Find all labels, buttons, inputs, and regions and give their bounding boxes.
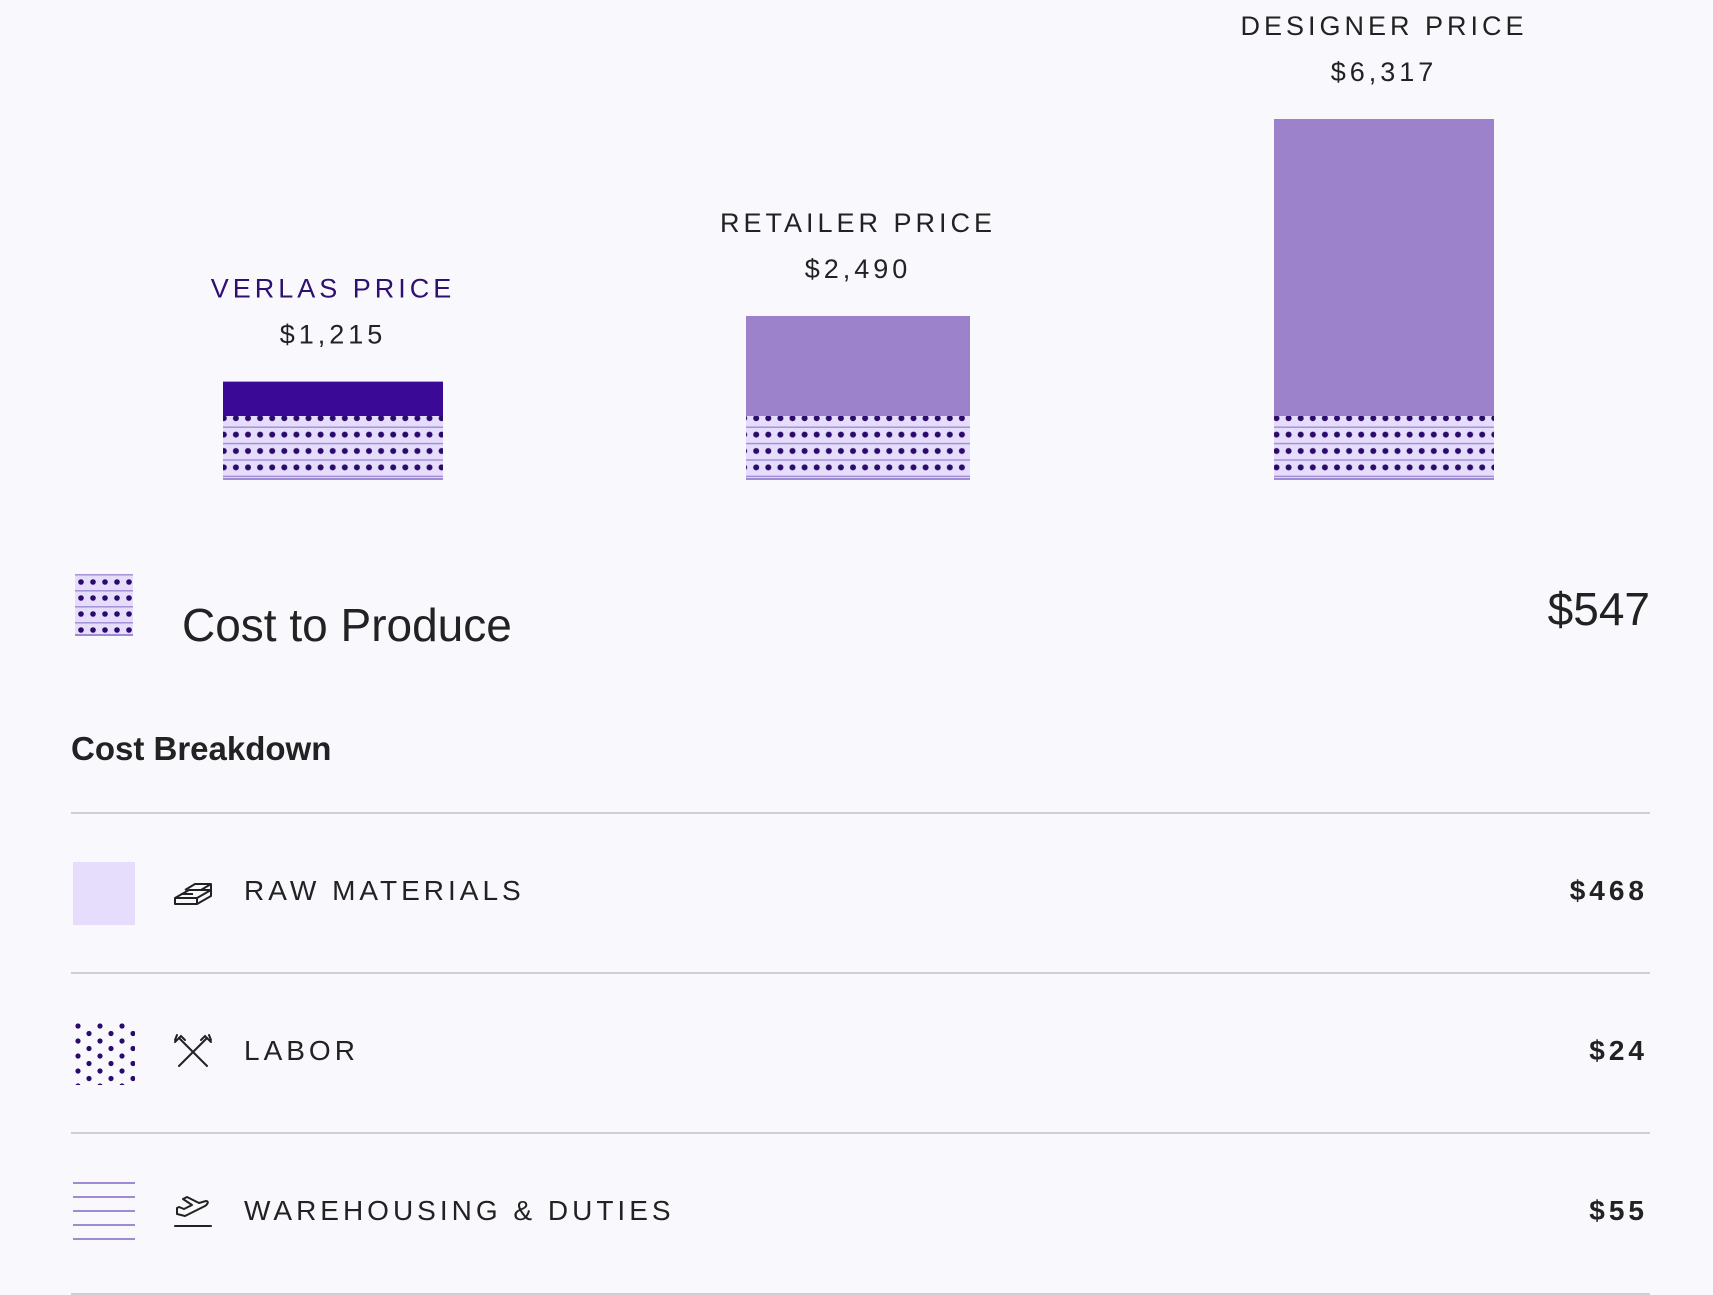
- bar-value-label: $2,490: [805, 254, 912, 284]
- breakdown-value: $24: [1589, 1035, 1648, 1066]
- bar-price-portion: [223, 381, 443, 416]
- solid-swatch: [73, 862, 135, 925]
- breakdown-row-warehousing: WAREHOUSING & DUTIES $55: [71, 1132, 1650, 1295]
- bar-price-portion: [746, 315, 970, 416]
- breakdown-label: LABOR: [244, 1035, 359, 1066]
- bar-cost-portion: [746, 416, 970, 480]
- bar-category-label: DESIGNER PRICE: [1240, 11, 1527, 41]
- bar-category-label: VERLAS PRICE: [211, 274, 456, 304]
- bar-category-label: RETAILER PRICE: [720, 208, 996, 238]
- bar-value-label: $6,317: [1331, 57, 1438, 87]
- bar-cost-portion: [223, 416, 443, 480]
- bar-value-label: $1,215: [280, 320, 387, 350]
- gold-bars-icon: [174, 883, 212, 905]
- cost-breakdown-title: Cost Breakdown: [71, 730, 332, 767]
- cost-to-produce-summary: Cost to Produce $547: [71, 560, 1650, 670]
- cost-pattern-swatch: [75, 574, 133, 636]
- price-comparison-chart: $1,215 VERLAS PRICE $2,490 RETAILER PRICE $6…: [211, 11, 1527, 480]
- bar-price-portion: [1274, 119, 1494, 416]
- breakdown-value: $55: [1589, 1195, 1648, 1226]
- lines-swatch: [73, 1182, 135, 1245]
- dots-swatch: [73, 1022, 135, 1085]
- crossed-hammers-icon: [174, 1034, 212, 1067]
- breakdown-value: $468: [1569, 875, 1648, 906]
- cost-to-produce-label: Cost to Produce: [182, 599, 512, 651]
- breakdown-label: WAREHOUSING & DUTIES: [244, 1195, 675, 1226]
- cost-to-produce-value: $547: [1547, 583, 1650, 635]
- breakdown-row-raw-materials: RAW MATERIALS $468: [71, 812, 1650, 973]
- breakdown-label: RAW MATERIALS: [244, 875, 525, 906]
- breakdown-row-labor: LABOR $24: [71, 972, 1650, 1133]
- bar-cost-portion: [1274, 416, 1494, 480]
- plane-takeoff-icon: [174, 1196, 212, 1227]
